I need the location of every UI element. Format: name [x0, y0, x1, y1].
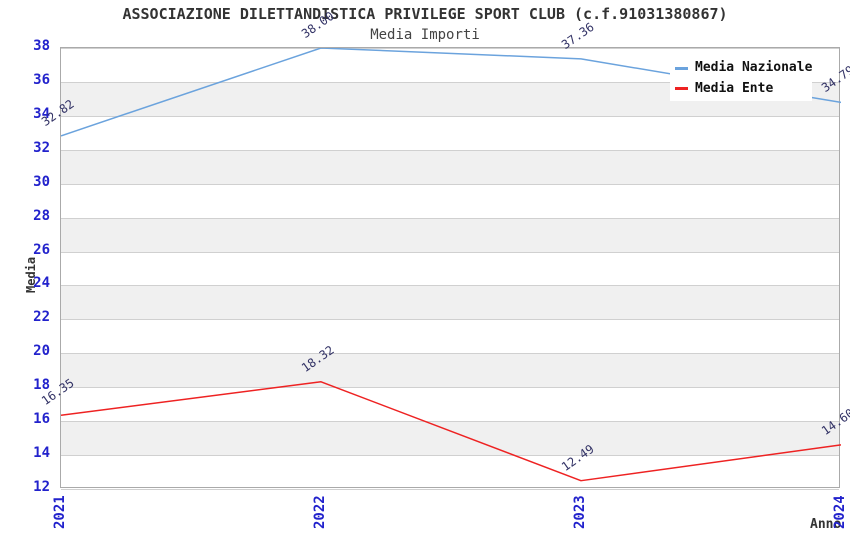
y-tick-label: 32	[33, 139, 50, 156]
x-tick-label: 2021	[52, 495, 68, 529]
y-tick-label: 28	[33, 207, 50, 224]
gridline	[61, 115, 839, 117]
gridline	[61, 81, 839, 83]
background-band	[61, 353, 839, 388]
legend-label: Media Nazionale	[695, 60, 813, 76]
y-tick-label: 38	[33, 38, 50, 54]
gridline	[61, 48, 839, 49]
y-tick-label: 24	[33, 275, 50, 292]
gridline	[61, 251, 839, 253]
background-band	[61, 421, 839, 456]
gridline	[61, 421, 839, 423]
legend: Media Nazionale Media Ente	[670, 56, 812, 101]
x-tick-label: 2023	[572, 495, 588, 529]
y-tick-label: 34	[33, 105, 50, 122]
y-tick-label: 30	[33, 173, 50, 190]
y-tick-label: 14	[33, 445, 50, 462]
background-band	[61, 149, 839, 184]
chart-title: ASSOCIAZIONE DILETTANDISTICA PRIVILEGE S…	[122, 5, 728, 23]
legend-item-media-ente: Media Ente	[670, 80, 812, 98]
y-tick-label: 22	[33, 309, 50, 326]
line-swatch-icon	[675, 66, 688, 70]
gridline	[61, 353, 839, 355]
gridline	[61, 319, 839, 321]
legend-label: Media Ente	[695, 80, 774, 96]
y-tick-label: 26	[33, 241, 50, 258]
y-tick-label: 20	[33, 343, 50, 360]
x-tick-label: 2024	[832, 495, 848, 529]
y-tick-label: 12	[33, 479, 50, 495]
gridline	[61, 149, 839, 151]
plot-area	[60, 47, 841, 490]
gridline	[61, 183, 839, 185]
y-tick-label: 36	[33, 71, 50, 88]
gridline	[61, 285, 839, 287]
gridline	[61, 387, 839, 389]
gridline	[61, 455, 839, 457]
series-line-media-ente	[61, 381, 841, 482]
y-tick-label: 16	[33, 411, 50, 428]
gridline	[61, 489, 839, 490]
legend-item-media-nazionale: Media Nazionale	[670, 59, 812, 77]
background-band	[61, 285, 839, 320]
gridline	[61, 217, 839, 219]
background-band	[61, 217, 839, 252]
x-axis-label: Anno	[810, 517, 842, 532]
chart-subtitle: Media Importi	[370, 27, 480, 43]
series-plot	[61, 48, 841, 482]
line-swatch-icon	[675, 87, 688, 91]
x-tick-label: 2022	[312, 495, 328, 529]
y-tick-label: 18	[33, 377, 50, 394]
